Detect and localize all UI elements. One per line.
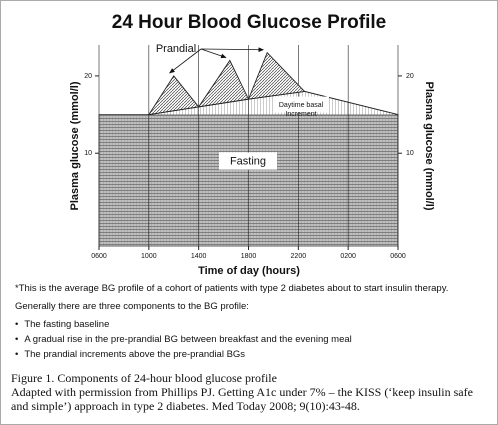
x-tick-label: 0600	[390, 253, 406, 260]
bullet: The prandial increments above the pre-pr…	[15, 349, 485, 360]
x-axis-label: Time of day (hours)	[198, 265, 300, 277]
chart: 24 Hour Blood Glucose Profile Time of da…	[69, 12, 435, 277]
footnote: *This is the average BG profile of a coh…	[15, 283, 449, 294]
prandial-peak	[197, 59, 250, 108]
x-tick-label: 1000	[141, 253, 157, 260]
x-tick-label: 0600	[91, 253, 107, 260]
caption: Figure 1. Components of 24-hour blood gl…	[11, 371, 491, 413]
label-box	[219, 152, 277, 170]
y2-axis-label: Plasma glucose (mmol/l)	[423, 82, 435, 211]
y2-tick-label: 20	[406, 73, 414, 80]
prandial-peak	[147, 75, 200, 116]
y-tick-label: 10	[84, 150, 92, 157]
arrow	[169, 48, 202, 74]
bullet: A gradual rise in the pre-prandial BG be…	[15, 334, 485, 345]
x-tick-label: 1400	[191, 253, 207, 260]
bullet-list: The fasting baseline A gradual rise in th…	[15, 319, 485, 360]
bullet: The fasting baseline	[15, 319, 485, 330]
intro: Generally there are three components to …	[15, 301, 249, 312]
label-box	[273, 96, 329, 113]
prandial-peak	[247, 51, 306, 100]
notes: *This is the average BG profile of a coh…	[15, 283, 485, 364]
caption-title: Figure 1. Components of 24-hour blood gl…	[11, 371, 277, 385]
arrow	[200, 48, 227, 59]
y2-tick-label: 10	[406, 150, 414, 157]
chart-title: 24 Hour Blood Glucose Profile	[112, 12, 387, 33]
arrow	[200, 47, 264, 53]
fasting-label: Fasting	[230, 155, 266, 167]
x-tick-label: 0200	[340, 253, 356, 260]
x-tick-label: 2200	[291, 253, 307, 260]
y-tick-label: 20	[84, 73, 92, 80]
prandial-label: Prandial	[156, 43, 196, 55]
basal-label: Daytime basal Increment	[279, 102, 324, 118]
x-tick-label: 1800	[241, 253, 257, 260]
caption-source: Adapted with permission from Phillips PJ…	[11, 385, 473, 413]
y-axis-label: Plasma glucose (mmol/l)	[69, 81, 81, 210]
